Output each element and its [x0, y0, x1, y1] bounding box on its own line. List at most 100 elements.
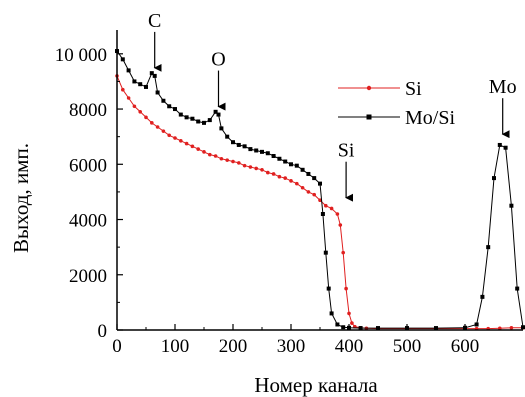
data-point: [173, 107, 177, 112]
data-point: [260, 168, 264, 172]
x-tick-label: 200: [219, 336, 248, 357]
data-point: [173, 136, 177, 140]
data-point: [254, 166, 258, 171]
data-point: [335, 322, 340, 327]
data-point: [179, 139, 183, 143]
data-point: [347, 311, 351, 316]
data-point: [121, 87, 125, 92]
data-point: [312, 176, 317, 181]
data-point: [277, 156, 282, 161]
annotation-o: O: [211, 49, 226, 111]
legend-item: Mo/Si: [338, 107, 455, 129]
data-point: [497, 142, 502, 147]
legend-swatch-marker: [366, 114, 372, 120]
data-point: [126, 68, 131, 73]
data-point: [167, 104, 172, 109]
data-point: [231, 159, 235, 164]
data-point: [237, 161, 241, 165]
data-point: [225, 158, 229, 162]
data-point: [266, 170, 270, 175]
data-point: [138, 110, 142, 114]
data-point: [184, 115, 189, 120]
data-point: [231, 140, 235, 145]
data-point: [225, 134, 230, 139]
x-tick-label: 500: [393, 336, 422, 357]
data-point: [213, 154, 218, 158]
series-line: [116, 50, 524, 329]
data-point: [320, 212, 325, 216]
data-point: [350, 321, 354, 325]
data-point: [213, 109, 218, 114]
data-point: [326, 286, 331, 291]
legend-swatch-marker: [366, 85, 372, 91]
data-point: [138, 82, 143, 87]
data-point: [236, 142, 241, 147]
data-point: [312, 192, 317, 197]
data-point: [260, 149, 264, 154]
data-point: [306, 171, 311, 176]
data-point: [120, 57, 125, 62]
data-point: [132, 79, 137, 84]
data-point: [248, 147, 253, 152]
data-point: [248, 165, 253, 169]
y-axis-title: Выход, имп.: [9, 143, 33, 253]
legend: Si Mo/Si: [338, 78, 455, 129]
data-point: [324, 203, 328, 208]
series-layer: [115, 49, 525, 331]
data-point: [344, 286, 348, 291]
data-point: [254, 148, 259, 153]
data-point: [155, 125, 160, 129]
legend-label: Mo/Si: [405, 107, 455, 129]
data-point: [289, 162, 293, 167]
y-tick-label: 6000: [69, 155, 107, 176]
data-point: [184, 141, 189, 146]
legend-item: Si: [338, 78, 422, 100]
y-tick-label: 10 000: [55, 45, 107, 66]
series-si: [115, 74, 525, 331]
data-point: [216, 112, 221, 117]
annotation-label: O: [211, 49, 225, 71]
data-point: [132, 104, 137, 109]
data-point: [265, 151, 270, 156]
data-point: [196, 147, 200, 151]
annotations: C O Si Mo: [148, 10, 517, 202]
y-tick-label: 0: [98, 321, 108, 342]
data-point: [329, 206, 334, 211]
data-point: [341, 250, 346, 255]
series-line: [116, 75, 523, 330]
data-point: [329, 311, 334, 316]
data-point: [207, 118, 212, 123]
data-point: [150, 121, 154, 125]
data-point: [509, 325, 514, 330]
data-point: [144, 115, 148, 120]
data-point: [161, 98, 166, 103]
data-point: [242, 163, 247, 168]
annotation-label: C: [148, 10, 161, 32]
annotation-c: C: [148, 10, 162, 72]
x-tick-label: 0: [112, 336, 122, 357]
data-point: [515, 286, 520, 291]
data-point: [521, 325, 525, 330]
data-point: [492, 176, 496, 181]
data-point: [318, 181, 322, 186]
data-point: [503, 145, 508, 150]
annotation-label: Mo: [489, 76, 517, 98]
data-point: [178, 112, 183, 117]
x-tick-label: 300: [277, 336, 306, 357]
data-point: [271, 154, 276, 158]
data-point: [155, 90, 160, 95]
data-point: [144, 84, 148, 89]
data-point: [219, 156, 224, 161]
legend-label: Si: [405, 78, 422, 100]
data-point: [190, 144, 195, 149]
series-mo-si: [115, 49, 525, 331]
data-point: [202, 150, 206, 154]
data-point: [161, 129, 166, 133]
data-point: [277, 174, 282, 179]
data-point: [300, 167, 305, 172]
x-tick-label: 100: [161, 336, 190, 357]
data-point: [149, 71, 154, 76]
y-tick-label: 4000: [69, 211, 107, 232]
x-tick-label: 600: [451, 336, 480, 357]
